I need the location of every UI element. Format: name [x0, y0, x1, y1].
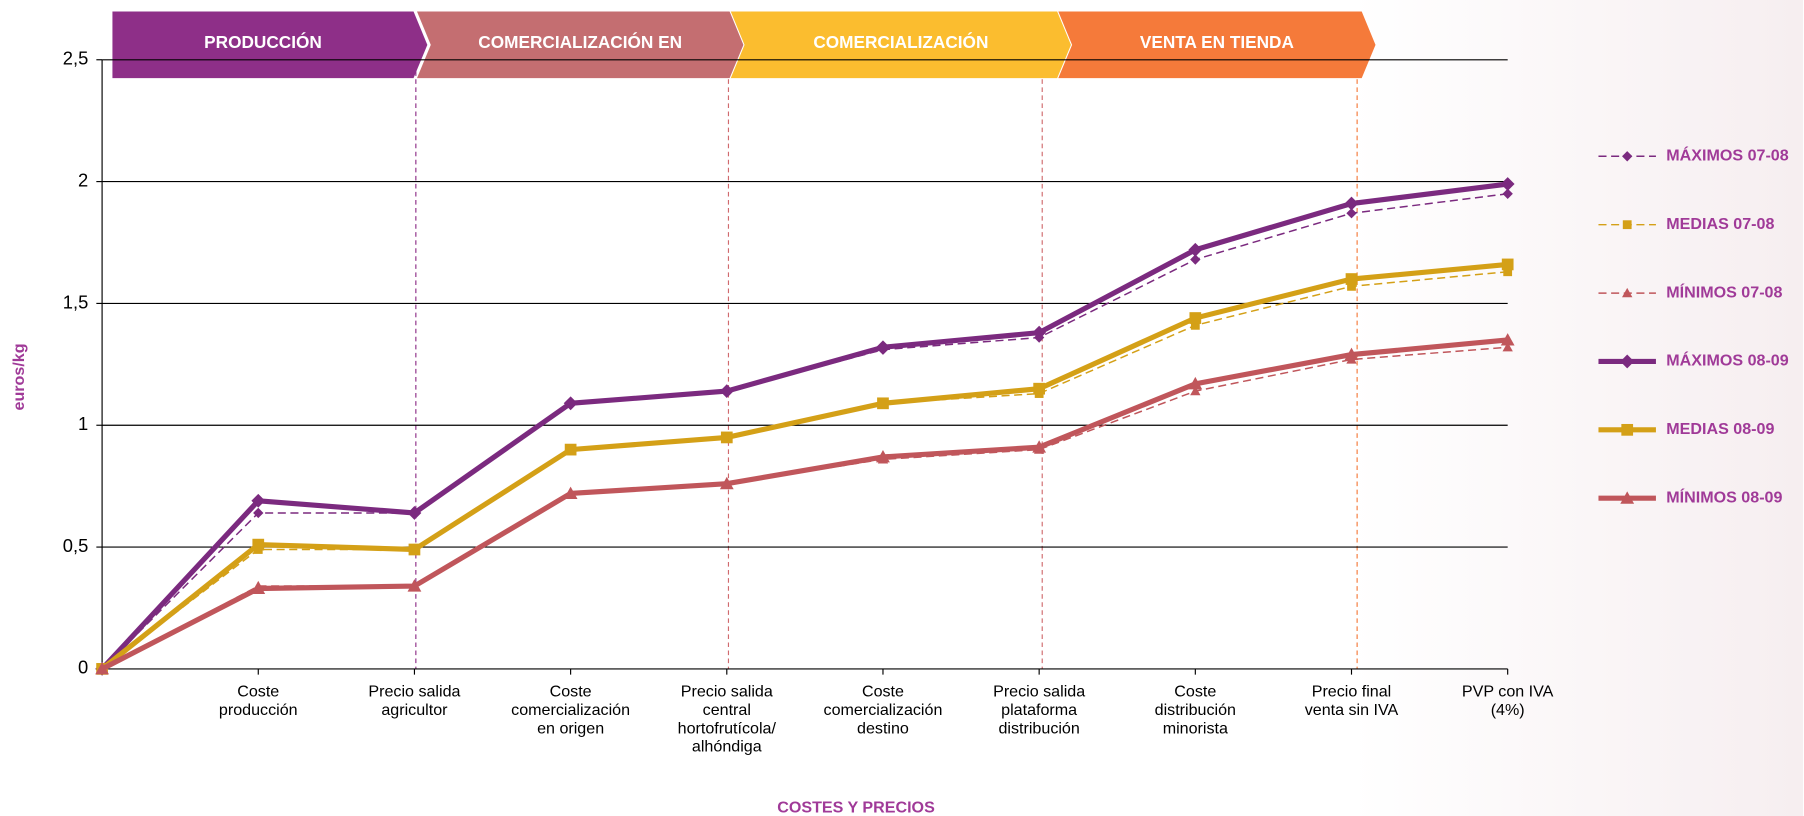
data-point: [1188, 376, 1203, 390]
x-tick-label: Coste comercialización en origen: [511, 682, 630, 737]
x-tick-label: Coste distribución minorista: [1155, 682, 1236, 737]
legend-label: MÁXIMOS 08-09: [1666, 351, 1788, 370]
data-point: [253, 507, 264, 519]
data-point: [1501, 258, 1514, 271]
legend-marker: [1622, 287, 1633, 298]
series-line: [101, 193, 1508, 670]
stage-banner: [112, 11, 428, 79]
data-point: [876, 450, 890, 463]
data-point: [1502, 342, 1513, 352]
stage-banner: [730, 11, 1071, 79]
data-point: [1345, 273, 1358, 285]
data-point: [407, 579, 422, 592]
legend-marker: [1622, 151, 1633, 162]
data-point: [1188, 242, 1203, 257]
x-tick-label: Precio salida plataforma distribución: [993, 682, 1085, 737]
y-tick-label: 0: [78, 657, 88, 678]
data-point: [1033, 382, 1046, 395]
stage-label: COMERCIALIZACIÓN EN: [478, 32, 682, 52]
stage-banner: [1058, 11, 1376, 79]
series-line: [100, 181, 1508, 671]
data-point: [877, 397, 889, 410]
x-axis-title: COSTES Y PRECIOS: [777, 799, 935, 816]
legend-marker: [1622, 220, 1632, 230]
stage-label: COMERCIALIZACIÓN: [813, 32, 988, 52]
x-tick-label: Precio final venta sin IVA: [1305, 682, 1399, 718]
data-point: [95, 661, 109, 675]
data-point: [1500, 333, 1515, 346]
legend-label: MÍNIMOS 08-09: [1666, 487, 1782, 506]
data-point: [563, 486, 578, 499]
data-point: [719, 476, 734, 490]
y-tick-label: 2: [78, 169, 88, 190]
legend-label: MEDIAS 08-09: [1666, 420, 1774, 438]
x-tick-label: Coste producción: [219, 682, 298, 718]
y-tick-label: 0,5: [63, 535, 89, 556]
x-tick-label: PVP con IVA (4%): [1462, 682, 1554, 718]
data-point: [564, 443, 577, 456]
legend-label: MÍNIMOS 07-08: [1666, 282, 1782, 301]
y-tick-label: 2,5: [63, 48, 89, 69]
data-point: [1502, 188, 1513, 199]
stage-label: VENTA EN TIENDA: [1140, 32, 1294, 52]
y-axis-title: euros/kg: [10, 343, 28, 410]
data-point: [251, 581, 266, 595]
legend-label: MEDIAS 07-08: [1666, 215, 1774, 233]
x-tick-label: Coste comercialización destino: [824, 682, 943, 737]
data-point: [1346, 208, 1357, 219]
data-point: [1344, 196, 1359, 211]
x-tick-label: Precio salida central hortofrutícola/alhón…: [678, 682, 777, 755]
stage-label: PRODUCCIÓN: [204, 32, 322, 52]
data-point: [408, 543, 421, 556]
data-point: [252, 538, 265, 551]
legend-marker: [1620, 491, 1635, 504]
series-line: [100, 261, 1508, 671]
data-point: [1344, 347, 1359, 361]
y-tick-label: 1: [78, 413, 88, 434]
data-point: [1190, 385, 1201, 396]
stage-banner: [416, 11, 744, 79]
data-point: [1032, 440, 1047, 453]
data-point: [1032, 325, 1047, 340]
x-tick-label: Precio salida agricultor: [368, 682, 460, 718]
data-point: [1189, 312, 1202, 324]
series-line: [100, 337, 1508, 672]
data-point: [719, 384, 734, 399]
data-point: [720, 431, 733, 444]
legend-label: MÁXIMOS 07-08: [1666, 146, 1788, 165]
y-tick-label: 1,5: [63, 291, 89, 312]
legend-marker: [1621, 423, 1634, 436]
